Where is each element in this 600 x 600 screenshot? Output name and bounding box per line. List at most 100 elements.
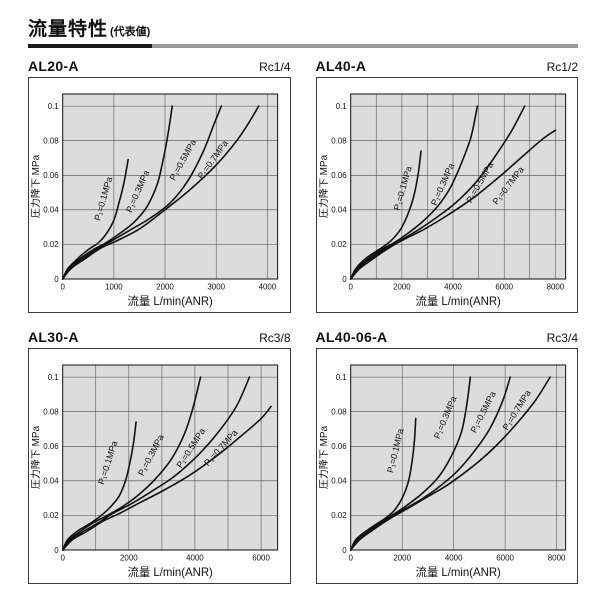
y-tick-label: 0 [342, 546, 347, 555]
port-size-label: Rc1/2 [546, 60, 578, 74]
plot-border [349, 93, 566, 280]
y-tick-label: 0.06 [43, 171, 59, 180]
y-tick-label: 0.04 [43, 477, 59, 486]
flow-curve-3 [61, 105, 223, 280]
page-title-row: 流量特性 (代表値) [28, 14, 578, 41]
x-tick-label: 0 [60, 282, 65, 291]
chart-box: P₁=0.1MPa P₁=0.3MPa P₁=0.5MPa P₁=0.7MPa 0 200… [315, 348, 578, 584]
y-axis-title: 圧力降下 MPa [29, 425, 42, 489]
plot-border [62, 93, 279, 280]
y-tick-label: 0.1 [48, 373, 60, 382]
port-size-label: Rc1/4 [259, 60, 291, 74]
x-tick-label: 2000 [393, 282, 411, 291]
flow-curve-4 [61, 405, 272, 551]
y-tick-label: 0.04 [331, 206, 347, 215]
x-tick-label: 4000 [444, 282, 462, 291]
y-tick-label: 0.02 [43, 240, 59, 249]
y-tick-label: 0.1 [48, 102, 60, 111]
charts-grid: AL20-A Rc1/4 P₁=0.1MPa P₁=0.3MPa P₁=0.5MPa… [28, 58, 578, 584]
y-tick-label: 0.06 [331, 171, 347, 180]
chart-box: P₁=0.1MPa P₁=0.3MPa P₁=0.5MPa P₁=0.7MPa 0 200… [28, 348, 291, 584]
x-tick-label: 3000 [207, 282, 225, 291]
x-tick-label: 4000 [186, 553, 204, 562]
model-label: AL40-06-A [315, 329, 388, 345]
flow-curve-3 [349, 376, 511, 551]
chart-box: P₁=0.1MPa P₁=0.3MPa P₁=0.5MPa P₁=0.7MPa 0 100… [28, 77, 291, 313]
x-tick-label: 0 [60, 553, 65, 562]
x-tick-label: 2000 [120, 553, 138, 562]
x-tick-label: 2000 [393, 553, 411, 562]
y-tick-label: 0.08 [43, 407, 59, 416]
x-tick-label: 0 [348, 282, 353, 291]
x-axis-title: 流量 L/min(ANR) [127, 565, 213, 579]
x-tick-label: 1000 [105, 282, 123, 291]
panel-header: AL20-A Rc1/4 [28, 58, 291, 76]
y-tick-label: 0 [342, 275, 347, 284]
flow-curve-1 [349, 150, 422, 280]
y-tick-label: 0.08 [331, 136, 347, 145]
y-tick-label: 0 [54, 275, 59, 284]
x-tick-label: 6000 [496, 553, 514, 562]
catalog-page: 流量特性 (代表値) AL20-A Rc1/4 P₁=0.1MPa P₁=0.3M… [28, 14, 578, 584]
port-size-label: Rc3/8 [259, 331, 291, 345]
x-tick-label: 0 [348, 553, 353, 562]
y-tick-label: 0 [54, 546, 59, 555]
flow-curve-1 [61, 421, 137, 551]
title-rule-gray-segment [152, 44, 578, 48]
x-axis-title: 流量 L/min(ANR) [415, 565, 501, 579]
chart-panel-al40-06-a: AL40-06-A Rc3/4 P₁=0.1MPa P₁=0.3MPa P₁=0.5… [315, 329, 578, 584]
flow-curve-3 [61, 376, 251, 551]
plot-border [349, 364, 566, 551]
port-size-label: Rc3/4 [546, 331, 578, 345]
y-tick-label: 0.06 [43, 442, 59, 451]
x-tick-label: 4000 [444, 553, 462, 562]
flow-curve-4 [349, 129, 556, 280]
flow-curve-2 [61, 376, 202, 551]
chart-box: P₁=0.1MPa P₁=0.3MPa P₁=0.5MPa P₁=0.7MPa 0 200… [315, 77, 578, 313]
plot-border [62, 364, 279, 551]
panel-header: AL30-A Rc3/8 [28, 329, 291, 347]
x-axis-title: 流量 L/min(ANR) [415, 294, 501, 308]
y-axis-title: 圧力降下 MPa [317, 154, 330, 218]
chart-panel-al30-a: AL30-A Rc3/8 P₁=0.1MPa P₁=0.3MPa P₁=0.5MPa… [28, 329, 291, 584]
x-tick-label: 4000 [259, 282, 277, 291]
y-tick-label: 0.04 [331, 477, 347, 486]
page-title-suffix: (代表値) [110, 26, 151, 38]
y-tick-label: 0.02 [331, 240, 347, 249]
flow-curve-4 [349, 376, 551, 551]
flow-curve-2 [61, 105, 174, 280]
model-label: AL30-A [28, 329, 79, 345]
y-tick-label: 0.02 [331, 511, 347, 520]
y-tick-label: 0.1 [335, 373, 347, 382]
title-rule-black-segment [28, 44, 152, 48]
chart-panel-al40-a: AL40-A Rc1/2 P₁=0.1MPa P₁=0.3MPa P₁=0.5MPa… [315, 58, 579, 313]
flow-curve-1 [61, 158, 129, 280]
y-axis-title: 圧力降下 MPa [29, 154, 42, 218]
title-rule [28, 44, 578, 48]
flow-curve-2 [349, 105, 478, 280]
y-axis-title: 圧力降下 MPa [317, 425, 330, 489]
flow-curve-1 [349, 417, 417, 551]
y-tick-label: 0.06 [331, 442, 347, 451]
y-tick-label: 0.1 [335, 102, 347, 111]
y-tick-label: 0.04 [43, 206, 59, 215]
flow-curve-3 [349, 105, 525, 280]
x-tick-label: 6000 [252, 553, 270, 562]
y-tick-label: 0.02 [43, 511, 59, 520]
chart-panel-al20-a: AL20-A Rc1/4 P₁=0.1MPa P₁=0.3MPa P₁=0.5MPa… [28, 58, 291, 313]
model-label: AL40-A [315, 58, 367, 74]
panel-header: AL40-A Rc1/2 [316, 58, 579, 76]
x-tick-label: 8000 [547, 553, 565, 562]
x-axis-title: 流量 L/min(ANR) [127, 294, 213, 308]
y-tick-label: 0.08 [331, 407, 347, 416]
y-tick-label: 0.08 [43, 136, 59, 145]
x-tick-label: 8000 [546, 282, 564, 291]
x-tick-label: 6000 [495, 282, 513, 291]
page-title: 流量特性 [28, 19, 109, 40]
x-tick-label: 2000 [156, 282, 174, 291]
model-label: AL20-A [28, 58, 79, 74]
